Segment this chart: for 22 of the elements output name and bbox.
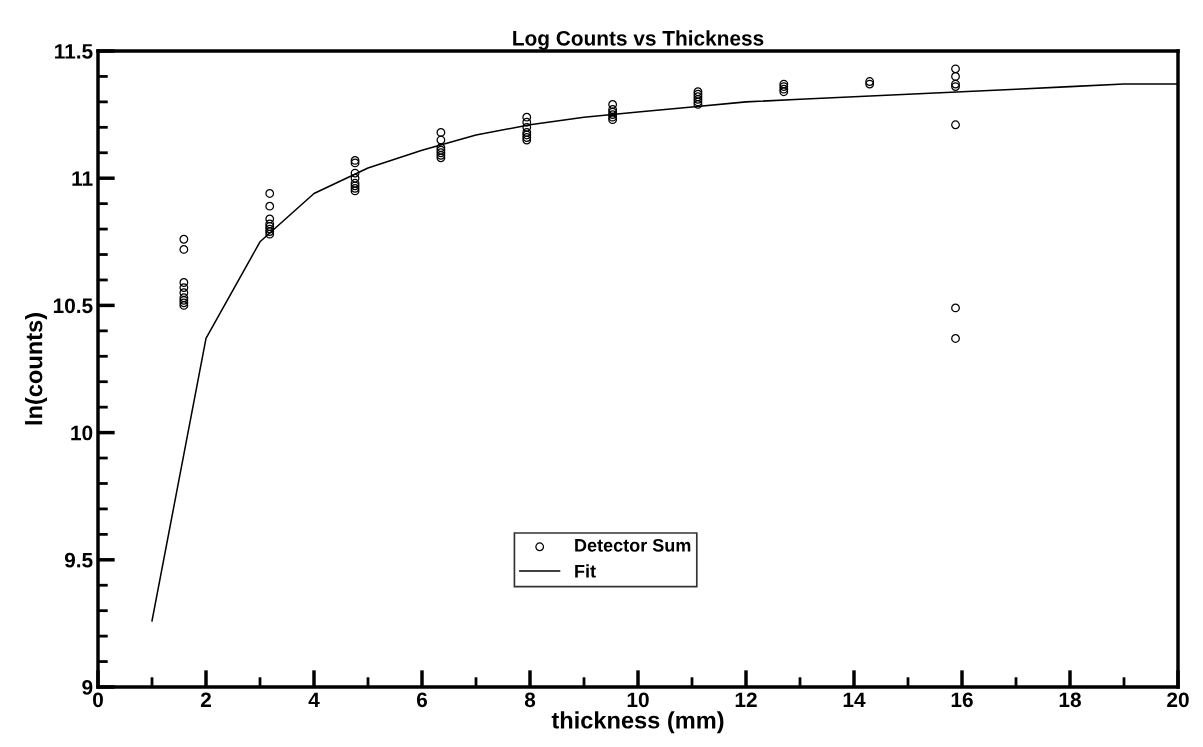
- y-tick-label: 11: [72, 171, 93, 186]
- x-tick-label: 10: [627, 692, 649, 708]
- x-tick-label: 20: [1167, 692, 1189, 708]
- legend-label: Fit: [575, 564, 596, 578]
- y-tick-label: 10.5: [53, 298, 93, 314]
- x-tick-label: 8: [524, 692, 536, 708]
- y-tick-label: 10: [71, 425, 93, 441]
- y-tick-label: 9: [82, 680, 93, 695]
- y-tick-label: 9.5: [64, 552, 93, 568]
- x-tick-label: 16: [951, 692, 973, 708]
- legend-label: Detector Sum: [575, 538, 691, 552]
- x-tick-label: 0: [93, 692, 103, 708]
- x-tick-label: 14: [843, 692, 866, 707]
- chart-title: Log Counts vs Thickness: [513, 30, 764, 50]
- x-axis-title: thickness (mm): [551, 711, 724, 734]
- x-tick-label: 6: [416, 692, 428, 708]
- y-tick-label: 11.5: [55, 44, 93, 59]
- y-axis-title: ln(counts): [25, 313, 48, 425]
- x-tick-label: 2: [200, 692, 211, 707]
- x-tick-label: 18: [1059, 692, 1081, 708]
- x-tick-label: 12: [735, 692, 757, 707]
- x-tick-label: 4: [308, 692, 320, 707]
